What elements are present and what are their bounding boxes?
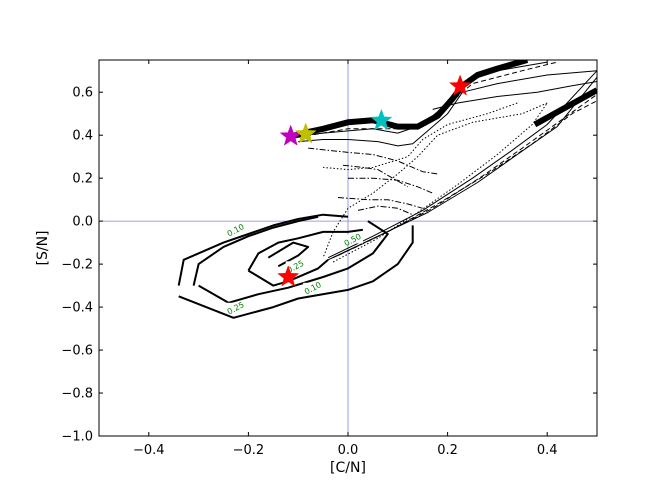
contour-label-bg-3 [285,261,306,271]
y-tick-label-6: 0.2 [72,172,93,187]
track-solid-6 [327,70,597,259]
x-tick-label-1: −0.2 [233,443,265,458]
y-axis-label: [S/N] [35,231,51,266]
evolution-tracks [287,60,597,263]
track-dotted-12 [323,102,518,171]
contour-label-bg-1 [303,282,324,292]
track-dashed-8 [332,93,597,259]
y-tick-label-7: 0.4 [72,129,93,144]
x-tick-label-4: 0.4 [537,443,558,458]
star-marker-4 [277,265,300,287]
track-solid-3 [298,70,597,147]
track-dotted-11 [322,102,548,258]
track-thick-1 [533,87,597,128]
contour-label-bg-4 [342,234,363,244]
star-marker-1 [294,122,317,144]
x-tick-label-0: −0.4 [133,443,165,458]
contour-line-4 [247,228,364,272]
y-tick-label-5: 0.0 [72,215,93,230]
track-solid-2 [288,61,548,138]
star-markers [277,74,472,287]
star-marker-2 [370,108,393,131]
track-dashdot-13 [308,147,438,175]
track-dashdot-15 [337,197,423,209]
y-tick-label-0: −1.0 [61,430,93,445]
contour-line-2 [192,215,319,286]
y-tick-label-1: −0.8 [61,387,93,402]
track-dashed-4 [298,61,558,138]
y-tick-label-3: −0.4 [61,301,93,316]
x-axis-label: [C/N] [330,460,366,476]
x-axis-ticks: −0.4 −0.2 0.0 0.2 0.4 [133,60,558,458]
contour-line-3 [198,220,389,304]
contour-label-bg-2 [225,302,246,312]
contour-line-1 [178,225,414,319]
x-tick-label-2: 0.0 [338,443,359,458]
y-axis-ticks: −1.0 −0.8 −0.6 −0.4 −0.2 0.0 0.2 0.4 0.6 [61,86,597,445]
star-marker-3 [448,74,472,96]
track-dotted-10 [332,102,548,263]
density-contours [177,213,414,319]
track-solid-5 [432,81,597,110]
y-tick-label-4: −0.2 [61,258,93,273]
contour-line-6 [267,241,310,268]
contour-labels: 0.100.100.250.250.50 [225,222,363,317]
track-dashed-9 [337,100,597,256]
track-dashdot-17 [357,205,413,216]
track-dashdot-14 [348,177,433,194]
track-dashdot-16 [342,164,409,188]
y-tick-label-8: 0.6 [72,86,93,101]
y-tick-label-2: −0.6 [61,344,93,359]
contour-line-0 [177,213,349,286]
x-tick-label-3: 0.2 [437,443,458,458]
contour-label-bg-0 [225,224,246,234]
